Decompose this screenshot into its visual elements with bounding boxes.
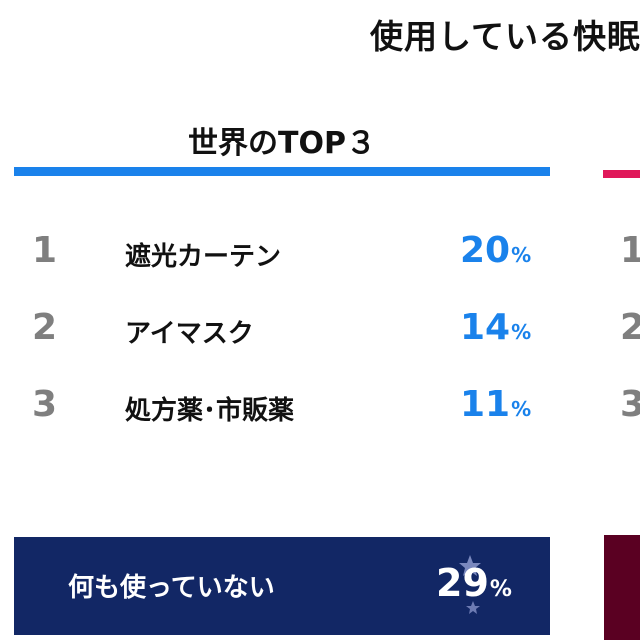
none-used-value: 29% <box>436 561 512 605</box>
right-panel-box <box>604 535 640 640</box>
world-panel-title: 世界のTOP３ <box>188 126 376 161</box>
rank-value-number: 20 <box>460 230 511 271</box>
none-used-value-number: 29 <box>436 561 489 605</box>
none-used-label: 何も使っていない <box>68 573 275 603</box>
rank-value: 20% <box>460 230 531 271</box>
moon-and-stars-icon <box>432 555 481 635</box>
ranking-row: 2 アイマスク 14% 2 <box>0 307 640 357</box>
rank-value-number: 14 <box>460 307 511 348</box>
rank-value: 11% <box>460 384 531 425</box>
percent-unit: % <box>489 577 512 602</box>
right-panel-accent-bar <box>603 170 640 178</box>
ranking-row: 3 処方薬･市販薬 11% 3 <box>0 384 640 434</box>
rank-value-number: 11 <box>460 384 511 425</box>
main-title: 使用している快眠 <box>370 17 640 56</box>
world-panel-accent-bar <box>14 167 550 176</box>
rank-label: 処方薬･市販薬 <box>125 396 295 426</box>
rank-label: アイマスク <box>125 319 254 349</box>
percent-unit: % <box>511 397 532 421</box>
rank-number: 2 <box>32 307 58 348</box>
rank-number: 1 <box>32 230 58 271</box>
rank-label: 遮光カーテン <box>125 242 282 272</box>
ranking-row: 1 遮光カーテン 20% 1 <box>0 230 640 280</box>
percent-unit: % <box>511 243 532 267</box>
rank-value: 14% <box>460 307 531 348</box>
right-rank-number: 2 <box>620 307 640 348</box>
rank-number: 3 <box>32 384 58 425</box>
none-used-box: 何も使っていない 29% <box>14 537 550 635</box>
right-rank-number: 3 <box>620 384 640 425</box>
right-rank-number: 1 <box>620 230 640 271</box>
percent-unit: % <box>511 320 532 344</box>
